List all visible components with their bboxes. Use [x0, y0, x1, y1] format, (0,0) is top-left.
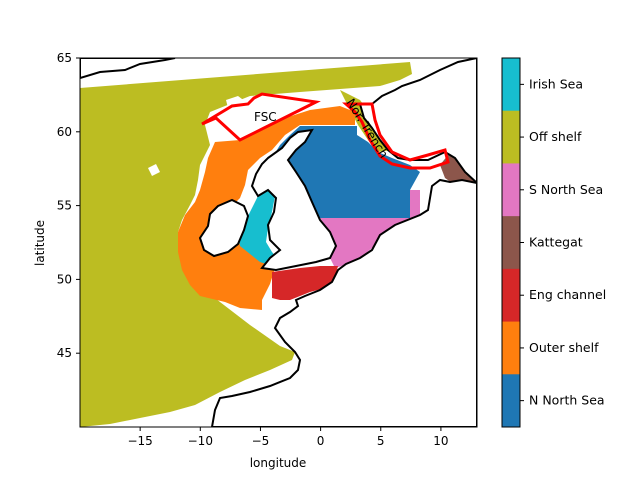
fsc-outline [201, 92, 321, 142]
region-s-north-sea [320, 190, 420, 268]
x-axis-label: longitude [250, 456, 307, 470]
region-off-shelf [80, 62, 412, 427]
x-tick-label: −5 [252, 434, 270, 448]
x-tick-label: 10 [433, 434, 448, 448]
landmass-great-britain [250, 128, 338, 272]
colorbar-label: N North Sea [529, 393, 605, 408]
region-eng-channel [272, 266, 338, 300]
landmass-iceland-edge [80, 58, 176, 80]
colorbar-swatch [502, 110, 520, 164]
x-tick-label: −15 [127, 434, 152, 448]
region-irish-sea [238, 188, 280, 266]
x-tick-label: 0 [317, 434, 325, 448]
region-kattegat [440, 150, 476, 185]
landmass-continent [210, 178, 477, 427]
colorbar-label: S North Sea [529, 182, 603, 197]
colorbar-label: Kattegat [529, 235, 583, 250]
colorbar-label: Off shelf [529, 129, 582, 144]
landmass-rockall [148, 164, 160, 176]
landmass-scandinavia [358, 58, 477, 185]
x-tick-label: 5 [377, 434, 385, 448]
landmass-ireland [198, 198, 250, 258]
y-axis: 45 50 55 60 65 [57, 51, 80, 360]
region-outlines [201, 92, 450, 170]
nor-trench-outline [342, 102, 450, 170]
y-tick-label: 60 [57, 125, 72, 139]
colorbar-label: Irish Sea [529, 76, 583, 91]
colorbar-swatch [502, 321, 520, 375]
y-tick-label: 55 [57, 199, 72, 213]
y-tick-label: 65 [57, 51, 72, 65]
colorbar-swatch [502, 216, 520, 270]
colorbar-swatch [502, 58, 520, 112]
colorbar-swatch [502, 268, 520, 323]
region-outer-shelf [178, 106, 355, 310]
y-axis-label: latitude [33, 220, 47, 266]
colorbar-swatch [502, 163, 520, 217]
map-plot-area [80, 58, 477, 427]
y-tick-label: 45 [57, 346, 72, 360]
y-tick-label: 50 [57, 272, 72, 286]
x-axis: −15 −10 −5 0 5 10 [127, 427, 449, 448]
fsc-label: FSC [254, 110, 277, 124]
x-tick-label: −10 [188, 434, 213, 448]
colorbar-label: Eng channel [529, 287, 606, 302]
region-colorbar: Irish Sea Off shelf S North Sea Kattegat Eng… [501, 57, 606, 428]
plot-frame [79, 57, 478, 428]
colorbar-label: Outer shelf [529, 340, 599, 355]
colorbar-swatch [502, 374, 520, 428]
colorbar-frame [501, 57, 521, 428]
